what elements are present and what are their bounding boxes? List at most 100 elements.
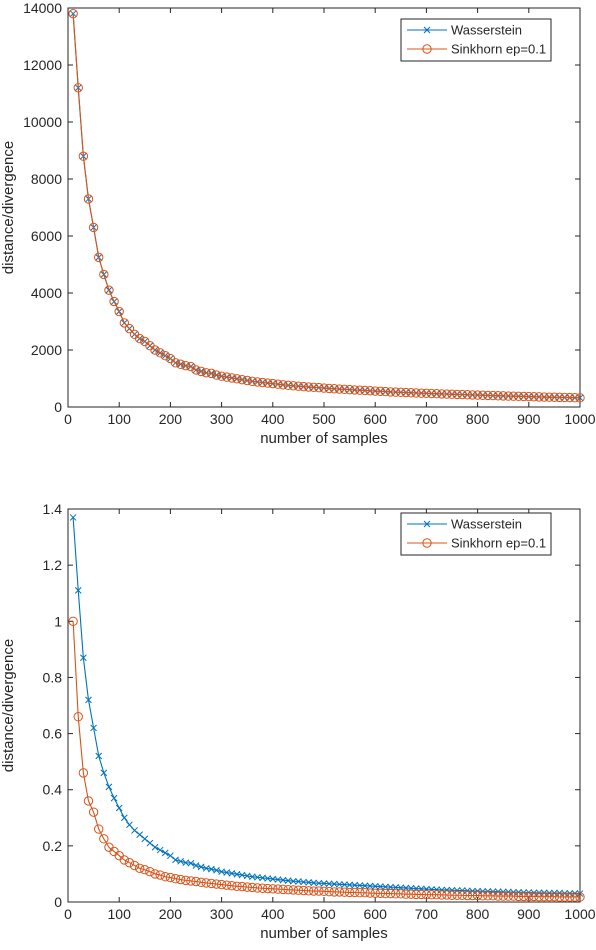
data-point-wasserstein bbox=[100, 769, 108, 777]
data-point-sinkhorn bbox=[365, 386, 375, 396]
data-point-sinkhorn bbox=[370, 386, 380, 396]
data-point-sinkhorn bbox=[365, 888, 375, 898]
data-point-sinkhorn bbox=[344, 887, 355, 898]
data-point-sinkhorn bbox=[124, 858, 135, 868]
data-point-sinkhorn bbox=[503, 391, 514, 401]
data-point-sinkhorn bbox=[283, 884, 293, 895]
data-point-sinkhorn bbox=[488, 891, 498, 901]
data-point-sinkhorn bbox=[513, 391, 524, 402]
data-point-wasserstein bbox=[131, 827, 138, 834]
data-point-wasserstein bbox=[320, 880, 328, 887]
data-point-sinkhorn bbox=[457, 890, 467, 900]
data-point-sinkhorn bbox=[298, 381, 309, 392]
data-point-wasserstein bbox=[110, 794, 118, 802]
data-point-wasserstein bbox=[576, 394, 584, 402]
data-point-sinkhorn bbox=[150, 869, 160, 879]
data-point-sinkhorn bbox=[442, 389, 452, 399]
data-point-sinkhorn bbox=[472, 390, 483, 400]
data-point-sinkhorn bbox=[324, 886, 334, 897]
y-tick-label: 1.4 bbox=[43, 501, 63, 517]
data-point-sinkhorn bbox=[529, 392, 539, 402]
data-point-sinkhorn bbox=[539, 891, 549, 902]
data-point-sinkhorn bbox=[288, 381, 298, 391]
data-point-wasserstein bbox=[356, 882, 364, 889]
y-tick-label: 0.2 bbox=[43, 838, 63, 854]
legend-marker-sinkhorn bbox=[422, 44, 432, 54]
x-tick-label: 0 bbox=[64, 411, 72, 427]
data-point-sinkhorn bbox=[175, 359, 186, 369]
data-point-sinkhorn bbox=[273, 884, 283, 894]
data-point-sinkhorn bbox=[426, 890, 437, 900]
data-point-sinkhorn bbox=[478, 390, 488, 400]
x-tick-label: 400 bbox=[261, 411, 285, 427]
data-point-sinkhorn bbox=[129, 860, 140, 871]
data-point-wasserstein bbox=[315, 879, 323, 887]
data-point-sinkhorn bbox=[355, 888, 365, 898]
data-point-sinkhorn bbox=[206, 878, 217, 889]
y-tick-label: 10000 bbox=[23, 114, 62, 130]
data-point-sinkhorn bbox=[559, 892, 570, 902]
data-point-sinkhorn bbox=[467, 890, 478, 901]
data-point-sinkhorn bbox=[549, 891, 560, 902]
data-point-sinkhorn bbox=[508, 391, 519, 401]
data-point-sinkhorn bbox=[344, 384, 355, 395]
legend-box bbox=[400, 18, 552, 62]
data-point-sinkhorn bbox=[396, 889, 406, 899]
data-point-sinkhorn bbox=[559, 392, 570, 403]
data-point-sinkhorn bbox=[431, 890, 442, 900]
data-point-sinkhorn bbox=[140, 865, 150, 875]
data-point-sinkhorn bbox=[421, 388, 432, 399]
data-point-wasserstein bbox=[387, 883, 394, 891]
data-point-sinkhorn bbox=[380, 888, 391, 899]
data-point-sinkhorn bbox=[406, 889, 416, 899]
data-point-sinkhorn bbox=[339, 384, 350, 395]
data-point-wasserstein bbox=[530, 889, 538, 897]
y-tick-label: 6000 bbox=[31, 228, 62, 244]
data-point-wasserstein bbox=[167, 852, 174, 860]
data-point-sinkhorn bbox=[257, 883, 268, 893]
data-point-wasserstein bbox=[187, 859, 195, 867]
data-point-wasserstein bbox=[289, 877, 297, 885]
x-tick-label: 900 bbox=[517, 906, 541, 922]
data-point-sinkhorn bbox=[529, 891, 539, 902]
data-point-wasserstein bbox=[300, 878, 307, 886]
data-point-sinkhorn bbox=[426, 388, 437, 399]
x-tick-label: 600 bbox=[364, 906, 388, 922]
data-point-sinkhorn bbox=[186, 361, 196, 372]
data-point-sinkhorn bbox=[211, 370, 222, 380]
legend-marker-wasserstein bbox=[423, 26, 431, 34]
data-point-sinkhorn bbox=[380, 386, 391, 397]
data-point-sinkhorn bbox=[421, 890, 432, 900]
data-point-sinkhorn bbox=[216, 879, 227, 890]
data-point-wasserstein bbox=[156, 846, 164, 854]
x-tick-label: 1000 bbox=[564, 906, 595, 922]
data-point-sinkhorn bbox=[401, 889, 411, 899]
data-point-sinkhorn bbox=[114, 306, 124, 317]
data-point-sinkhorn bbox=[237, 881, 247, 892]
data-point-sinkhorn bbox=[298, 885, 309, 896]
data-point-sinkhorn bbox=[498, 391, 508, 401]
data-point-sinkhorn bbox=[94, 824, 104, 834]
x-tick-label: 800 bbox=[466, 906, 490, 922]
data-point-sinkhorn bbox=[165, 872, 176, 883]
data-point-sinkhorn bbox=[155, 348, 165, 358]
data-point-sinkhorn bbox=[554, 392, 565, 403]
x-tick-label: 300 bbox=[210, 906, 234, 922]
data-point-sinkhorn bbox=[483, 390, 493, 401]
data-point-sinkhorn bbox=[411, 388, 421, 398]
data-point-sinkhorn bbox=[186, 876, 196, 886]
y-tick-label: 1 bbox=[54, 613, 62, 629]
data-point-wasserstein bbox=[351, 881, 359, 889]
data-point-sinkhorn bbox=[268, 378, 278, 389]
x-tick-label: 500 bbox=[312, 411, 336, 427]
plot-area bbox=[67, 7, 581, 408]
data-point-sinkhorn bbox=[196, 877, 206, 888]
data-point-sinkhorn bbox=[524, 891, 534, 902]
data-point-sinkhorn bbox=[227, 373, 237, 383]
data-point-sinkhorn bbox=[319, 383, 329, 393]
data-point-sinkhorn bbox=[518, 391, 529, 402]
data-point-sinkhorn bbox=[498, 891, 508, 901]
data-point-wasserstein bbox=[151, 843, 159, 851]
data-point-wasserstein bbox=[341, 881, 348, 888]
data-point-sinkhorn bbox=[68, 616, 78, 626]
